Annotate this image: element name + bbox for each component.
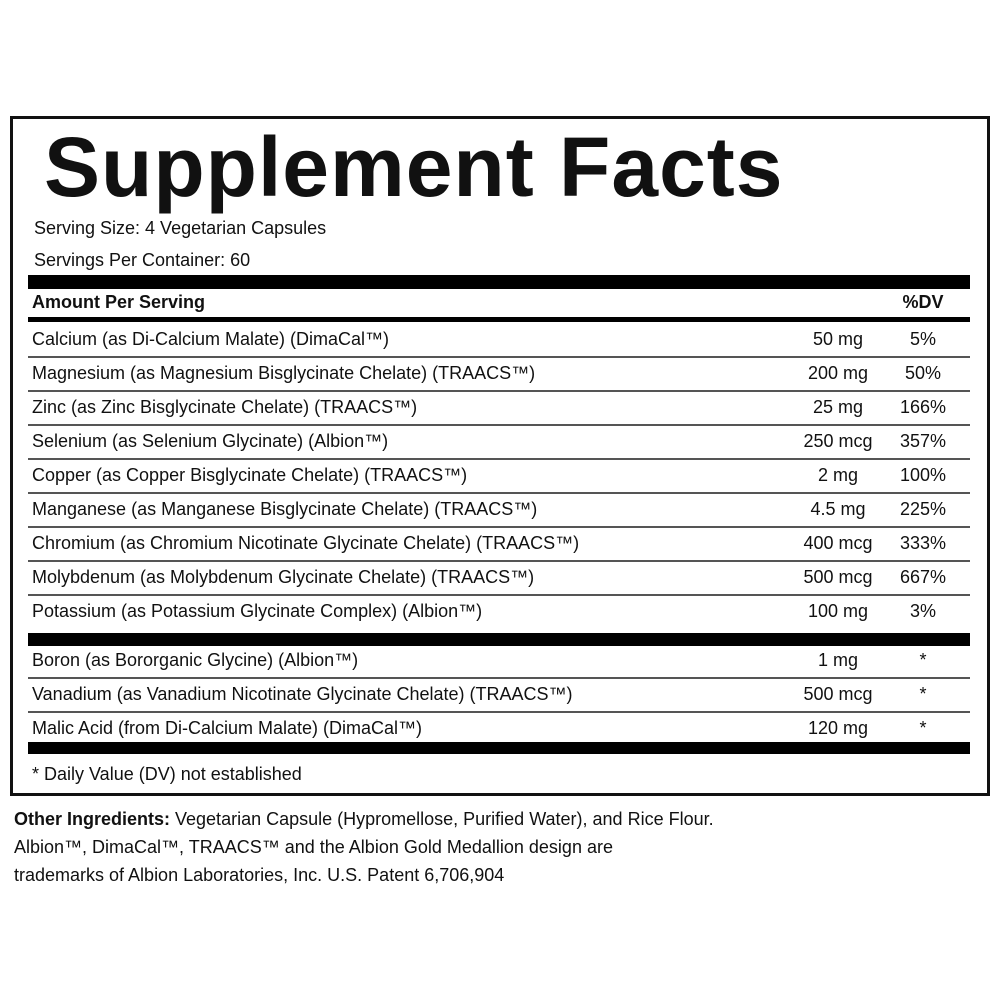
row-divider [28,356,970,358]
nutrient-name: Malic Acid (from Di-Calcium Malate) (Dim… [32,718,423,738]
nutrient-name: Vanadium (as Vanadium Nicotinate Glycina… [32,684,573,704]
row-divider [28,711,970,713]
nutrient-name: Copper (as Copper Bisglycinate Chelate) … [32,465,468,485]
nutrient-amount: 100 mg [807,601,869,621]
nutrient-dv: * [919,684,927,704]
nutrient-amount: 50 mg [812,329,864,349]
nutrient-dv: 166% [899,397,947,417]
amount-header: Amount Per Serving [32,292,206,312]
servings-per-container: Servings Per Container: 60 [34,250,251,270]
nutrient-dv: 50% [904,363,942,383]
nutrient-dv: 667% [899,567,947,587]
trademark-line: Albion™, DimaCal™, TRAACS™ and the Albio… [14,837,613,857]
table-header: Amount Per Serving %DV [28,286,970,320]
row-divider [28,492,970,494]
row-divider [28,677,970,679]
nutrient-amount: 4.5 mg [810,499,866,519]
table-row: Molybdenum (as Molybdenum Glycinate Chel… [28,561,970,595]
trademark-line: trademarks of Albion Laboratories, Inc. … [14,865,505,885]
table-row: Boron (as Bororganic Glycine) (Albion™) 1… [28,644,970,678]
nutrient-dv: 5% [909,329,936,349]
table-row: Vanadium (as Vanadium Nicotinate Glycina… [28,678,970,712]
thick-divider [28,275,970,289]
facts-panel-border [10,116,990,796]
table-row: Zinc (as Zinc Bisglycinate Chelate) (TRA… [28,391,970,425]
nutrient-name: Zinc (as Zinc Bisglycinate Chelate) (TRA… [32,397,418,417]
other-ingredients: Other Ingredients: Vegetarian Capsule (H… [14,808,714,830]
nutrient-amount: 500 mcg [803,567,873,587]
nutrient-amount: 1 mg [817,650,859,670]
nutrient-amount: 25 mg [812,397,864,417]
nutrient-dv: 100% [899,465,947,485]
table-row: Chromium (as Chromium Nicotinate Glycina… [28,527,970,561]
other-ingredients-text: Vegetarian Capsule (Hypromellose, Purifi… [170,809,714,829]
nutrient-amount: 400 mcg [803,533,873,553]
table-row: Malic Acid (from Di-Calcium Malate) (Dim… [28,712,970,746]
nutrient-dv: * [919,650,927,670]
row-divider [28,560,970,562]
table-row: Calcium (as Di-Calcium Malate) (DimaCal™… [28,323,970,357]
row-divider [28,526,970,528]
nutrient-name: Chromium (as Chromium Nicotinate Glycina… [32,533,580,553]
header-divider [28,317,970,322]
nutrient-amount: 500 mcg [803,684,873,704]
nutrient-name: Manganese (as Manganese Bisglycinate Che… [32,499,538,519]
nutrient-amount: 250 mcg [803,431,873,451]
thick-divider [28,742,970,754]
nutrient-dv: 3% [909,601,936,621]
nutrient-dv: 225% [899,499,947,519]
footnote: * Daily Value (DV) not established [32,764,302,784]
serving-size: Serving Size: 4 Vegetarian Capsules [34,218,327,238]
nutrient-name: Boron (as Bororganic Glycine) (Albion™) [32,650,359,670]
nutrient-name: Calcium (as Di-Calcium Malate) (DimaCal™… [32,329,390,349]
table-row: Copper (as Copper Bisglycinate Chelate) … [28,459,970,493]
nutrient-amount: 120 mg [807,718,869,738]
other-ingredients-label: Other Ingredients: [14,809,171,829]
dv-header: %DV [902,292,944,312]
nutrient-amount: 2 mg [817,465,859,485]
table-row: Magnesium (as Magnesium Bisglycinate Che… [28,357,970,391]
table-row: Manganese (as Manganese Bisglycinate Che… [28,493,970,527]
row-divider [28,458,970,460]
nutrient-name: Selenium (as Selenium Glycinate) (Albion… [32,431,389,451]
nutrient-dv: * [919,718,927,738]
nutrient-amount: 200 mg [807,363,869,383]
row-divider [28,424,970,426]
nutrient-name: Molybdenum (as Molybdenum Glycinate Chel… [32,567,535,587]
table-row: Selenium (as Selenium Glycinate) (Albion… [28,425,970,459]
nutrient-dv: 357% [899,431,947,451]
row-divider [28,594,970,596]
panel-title: Supplement Facts [44,120,784,214]
nutrient-name: Potassium (as Potassium Glycinate Comple… [32,601,483,621]
row-divider [28,390,970,392]
nutrient-dv: 333% [899,533,947,553]
table-row: Potassium (as Potassium Glycinate Comple… [28,595,970,629]
nutrient-name: Magnesium (as Magnesium Bisglycinate Che… [32,363,536,383]
thick-divider [28,633,970,646]
